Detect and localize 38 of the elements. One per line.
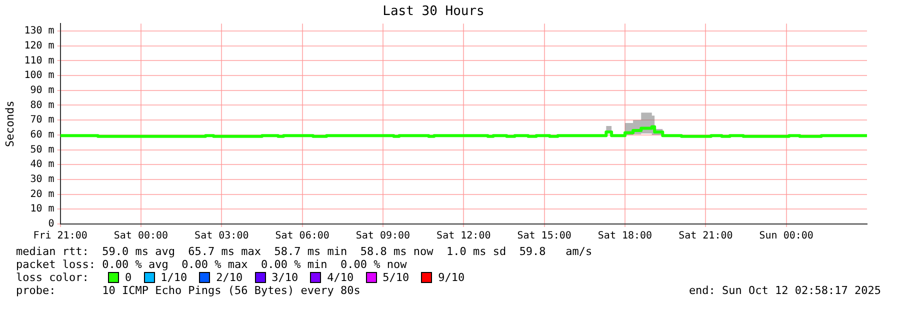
x-tick-label: Sun 00:00 [759,230,814,242]
x-tick-label: Sat 09:00 [356,230,410,242]
text: loss color: [16,271,90,284]
text: 1/10 [160,271,188,284]
y-tick-label: 90 m [30,84,54,96]
y-tick-label: 20 m [30,188,54,200]
x-tick-label: Sat 15:00 [517,230,572,242]
x-tick-label: Sat 18:00 [598,230,652,242]
y-tick-label: 120 m [24,40,54,52]
y-tick-label: 30 m [30,174,54,186]
y-tick-label: 10 m [30,204,54,215]
x-tick-label: Sat 21:00 [678,230,733,242]
y-tick-label: 110 m [24,55,54,66]
y-tick-label: 100 m [24,70,54,82]
x-tick-label: Sat 06:00 [275,230,330,242]
y-tick-label: 50 m [30,144,54,156]
text: median rtt: 59.0 ms avg 65.7 ms max 58.7 ms min 58.8 ms now 1.0 ms sd 59.8 am/s [16,245,594,258]
y-tick-label: 0 [48,218,54,230]
y-tick-label: 60 m [30,130,54,141]
x-tick-label: Sat 03:00 [194,230,249,242]
text: 9/10 [438,271,465,284]
text: 0 [125,271,132,284]
y-tick-label: 130 m [24,26,54,37]
text: 4/10 [327,271,354,284]
x-tick-label: Sat 00:00 [114,230,168,242]
text: 3/10 [272,271,298,284]
text: 2/10 [216,271,243,284]
chart-title: Last 30 Hours [382,4,484,20]
y-tick-label: 40 m [30,159,54,170]
x-tick-label: Sat 12:00 [436,230,491,242]
text: end: Sun Oct 12 02:58:17 2025 [688,284,881,297]
y-axis-title: Seconds [3,100,16,147]
y-tick-label: 70 m [30,114,54,126]
text: packet loss: 0.00 % avg 0.00 % max 0.00 % min 0.00 % now [16,258,408,271]
text: probe: 10 ICMP Echo Pings (56 Bytes) every 80s [16,284,360,297]
text: 5/10 [382,271,410,284]
x-tick-label: Fri 21:00 [33,230,88,242]
y-tick-label: 80 m [30,100,54,111]
